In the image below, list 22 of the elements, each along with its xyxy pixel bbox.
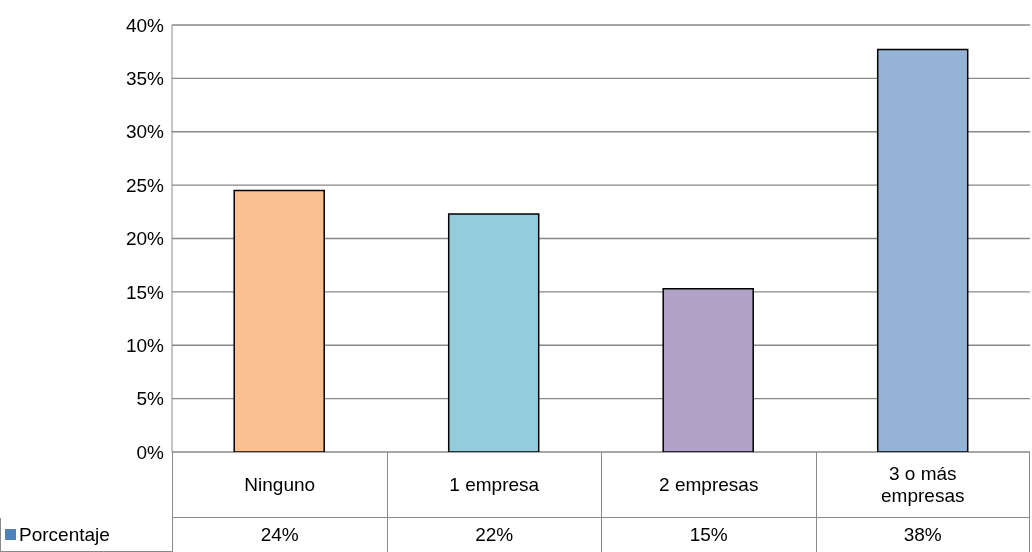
y-tick-label: 35%	[125, 68, 165, 90]
x-tick-label: 2 empresas	[601, 452, 816, 518]
y-tick-label: 25%	[125, 174, 165, 196]
x-tick-label: Ninguno	[172, 452, 387, 518]
y-tick-label: 20%	[125, 228, 165, 250]
text: Porcentaje	[19, 523, 110, 546]
x-tick-label: 1 empresa	[386, 452, 601, 518]
x-tick-label: 3 o más empresas	[815, 452, 1030, 518]
data-label: 24%	[172, 518, 387, 552]
y-tick-label: 0%	[136, 441, 165, 463]
y-tick-label: 5%	[136, 388, 165, 410]
data-label: 22%	[386, 518, 601, 552]
data-label: 15%	[601, 518, 816, 552]
bar	[876, 48, 969, 452]
data-label: 38%	[815, 518, 1030, 552]
y-tick-label: 30%	[125, 121, 165, 143]
y-tick-label: 40%	[125, 14, 165, 36]
y-tick-label: 15%	[125, 281, 165, 303]
y-tick-label: 10%	[125, 334, 165, 356]
bar	[662, 287, 754, 452]
bar	[447, 213, 540, 452]
bar	[233, 189, 325, 452]
